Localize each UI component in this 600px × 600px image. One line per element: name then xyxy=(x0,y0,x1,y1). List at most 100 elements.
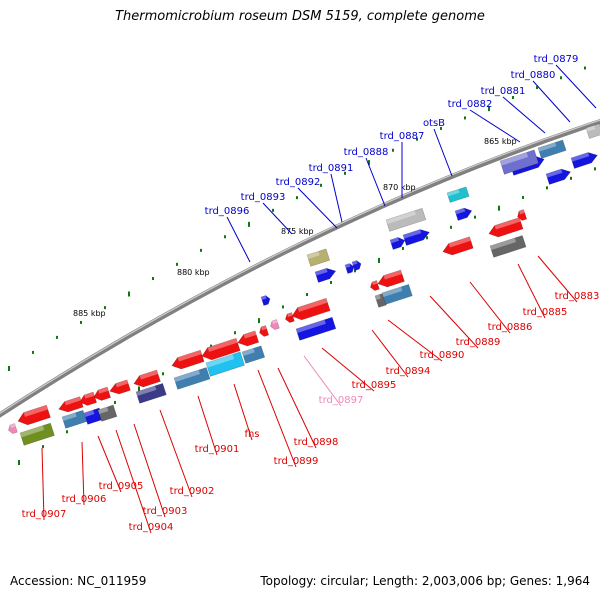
gene-forward xyxy=(385,207,427,232)
gene-forward xyxy=(545,168,572,185)
tick-mark xyxy=(210,344,212,348)
gene-reverse xyxy=(291,297,331,321)
gene-label: trd_0882 xyxy=(448,99,493,110)
gene-reverse xyxy=(370,280,380,291)
gene-reverse xyxy=(295,316,337,341)
tick-mark xyxy=(512,96,514,100)
gene-forward xyxy=(260,295,271,306)
gene-rna xyxy=(8,423,18,434)
label-leader-line xyxy=(81,441,85,506)
tick-mark xyxy=(392,148,394,152)
tick-mark xyxy=(560,76,562,80)
label-leader-line xyxy=(371,329,409,378)
tick-mark xyxy=(42,445,44,449)
gene-label: trd_0902 xyxy=(170,486,215,497)
gene-forward xyxy=(306,248,331,267)
tick-mark xyxy=(138,386,140,392)
tick-mark xyxy=(306,293,308,297)
tick-mark xyxy=(176,262,178,266)
tick-mark xyxy=(498,205,500,211)
tick-mark xyxy=(104,306,106,310)
tick-mark xyxy=(522,195,524,199)
tick-mark xyxy=(258,318,260,324)
label-leader-line xyxy=(97,435,122,493)
gene-label: trd_0901 xyxy=(195,444,240,455)
tick-mark xyxy=(402,246,404,250)
gene-label: trd_0887 xyxy=(380,131,425,142)
gene-reverse xyxy=(442,236,474,256)
gene-reverse xyxy=(489,235,527,258)
tick-mark xyxy=(18,460,20,465)
gene-forward xyxy=(389,237,406,250)
tick-mark xyxy=(162,372,164,376)
tick-mark xyxy=(330,280,332,284)
label-leader-line xyxy=(297,187,338,229)
gene-reverse xyxy=(201,337,241,361)
gene-reverse xyxy=(241,345,266,364)
tick-mark xyxy=(32,350,34,354)
label-leader-line xyxy=(197,395,218,456)
gene-forward xyxy=(402,229,430,246)
tick-mark xyxy=(114,400,116,404)
summary-text: Topology: circular; Length: 2,003,006 bp… xyxy=(260,574,590,588)
gene-label: trd_0891 xyxy=(309,163,354,174)
gene-reverse xyxy=(109,379,131,395)
gene-reverse xyxy=(173,367,211,390)
gene-label: trd_0879 xyxy=(534,54,579,65)
label-leader-line xyxy=(330,173,343,223)
gene-label: trd_0897 xyxy=(319,395,364,406)
gene-rna xyxy=(270,319,280,330)
tick-mark xyxy=(440,126,442,130)
gene-label: trd_0892 xyxy=(276,177,321,188)
gene-label: trd_0895 xyxy=(352,380,397,391)
gene-forward xyxy=(344,263,355,274)
label-leader-line xyxy=(41,447,45,521)
tick-mark xyxy=(152,277,154,281)
label-leader-line xyxy=(226,216,251,263)
gene-forward xyxy=(537,139,567,159)
tick-mark xyxy=(234,331,236,335)
gene-forward xyxy=(570,152,598,169)
tick-mark xyxy=(80,320,82,324)
tick-mark xyxy=(450,225,452,229)
label-leader-line xyxy=(387,319,443,362)
tick-mark xyxy=(56,335,58,339)
gene-reverse xyxy=(97,404,118,422)
gene-reverse xyxy=(171,349,205,370)
gene-reverse xyxy=(259,325,270,337)
gene-reverse xyxy=(377,269,405,288)
gene-label: trd_0886 xyxy=(488,322,533,333)
label-leader-line xyxy=(303,355,342,407)
gene-reverse xyxy=(17,404,51,426)
label-leader-line xyxy=(433,128,453,177)
kbp-label: 880 kbp xyxy=(177,268,210,277)
gene-reverse xyxy=(237,330,260,347)
gene-label: trd_0889 xyxy=(456,337,501,348)
tick-mark xyxy=(536,86,538,90)
tick-mark xyxy=(594,167,596,171)
gene-forward xyxy=(314,267,337,283)
tick-mark xyxy=(426,236,428,240)
tick-mark xyxy=(200,248,202,252)
gene-forward xyxy=(454,207,473,221)
label-leader-line xyxy=(257,369,297,468)
tick-mark xyxy=(378,257,380,263)
gene-label: otsB xyxy=(423,118,445,129)
gene-forward xyxy=(351,260,362,271)
kbp-label: 870 kbp xyxy=(383,183,416,192)
gene-label: trd_0906 xyxy=(62,494,107,505)
label-leader-line xyxy=(517,263,546,319)
label-leader-line xyxy=(429,295,479,349)
label-leader-line xyxy=(233,383,253,441)
label-leader-line xyxy=(469,281,511,334)
tick-mark xyxy=(8,366,10,371)
tick-mark xyxy=(296,196,298,200)
gene-reverse xyxy=(83,407,104,425)
tick-mark xyxy=(368,160,370,166)
gene-label: trd_0894 xyxy=(386,366,431,377)
accession-text: Accession: NC_011959 xyxy=(10,574,147,588)
gene-label: trd_0905 xyxy=(99,481,144,492)
gene-label: fhs xyxy=(244,429,259,440)
gene-reverse xyxy=(205,351,245,377)
